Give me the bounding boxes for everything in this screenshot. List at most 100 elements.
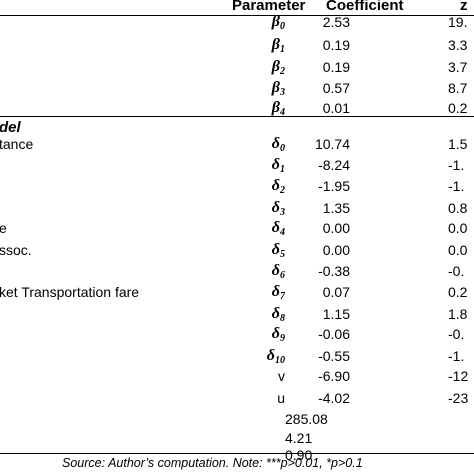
parameter-symbol: δ9: [272, 325, 285, 344]
z-value: 0.2: [448, 100, 468, 116]
row-label: e: [0, 220, 7, 236]
parameter-symbol: δ5: [272, 241, 285, 260]
z-value: 0.0: [448, 220, 468, 236]
parameter-symbol-subscript: 3: [280, 207, 285, 218]
coefficient-value: -4.02: [318, 390, 350, 406]
parameter-symbol-subscript: 4: [280, 227, 285, 238]
parameter-symbol: β1: [272, 36, 285, 55]
row-label: ket Transportation fare: [0, 284, 140, 300]
coefficient-value: -0.55: [318, 348, 350, 364]
parameter-symbol-subscript: 5: [280, 249, 285, 260]
coefficient-value: -8.24: [318, 157, 350, 173]
coefficient-value: 1.35: [322, 200, 350, 216]
z-value: -0.: [448, 263, 465, 279]
coefficient-value: 0.00: [322, 220, 350, 236]
coefficient-value: 10.74: [314, 136, 350, 152]
z-value: 1.8: [448, 306, 468, 322]
parameter-symbol-base: δ: [271, 199, 280, 216]
parameter-symbol: δ7: [272, 283, 285, 302]
z-value: -1.: [448, 348, 465, 364]
parameter-symbol-base: δ: [271, 283, 280, 300]
header-coefficient: Coefficient: [326, 0, 404, 14]
parameter-symbol: δ1: [272, 156, 285, 175]
parameter-symbol: u: [277, 390, 285, 406]
z-value: -1.: [448, 157, 465, 173]
z-value: -12: [448, 368, 469, 384]
parameter-symbol: β0: [272, 13, 285, 32]
z-value: -1.: [448, 178, 465, 194]
parameter-symbol-base: u: [277, 390, 285, 406]
coefficient-value: 0.07: [322, 284, 350, 300]
parameter-symbol-base: δ: [271, 177, 280, 194]
coefficient-value: 0.01: [322, 100, 350, 116]
coefficient-value: 0.19: [322, 37, 350, 53]
z-value: 0.0: [448, 242, 468, 258]
z-value: 0.8: [448, 200, 468, 216]
parameter-symbol: β3: [272, 79, 285, 98]
parameter-symbol-subscript: 6: [280, 270, 285, 281]
z-value: 8.7: [448, 80, 468, 96]
parameter-symbol-base: β: [271, 13, 280, 30]
parameter-symbol-subscript: 10: [275, 355, 285, 366]
parameter-symbol: δ0: [272, 135, 285, 154]
coefficient-value: 0.00: [322, 242, 350, 258]
z-value: -0.: [448, 326, 465, 342]
z-value: 3.3: [448, 37, 468, 53]
parameter-symbol: v: [278, 368, 285, 384]
parameter-symbol-subscript: 2: [280, 66, 285, 77]
coefficient-value: -6.90: [318, 368, 350, 384]
parameter-symbol-base: δ: [266, 347, 275, 364]
coefficient-value: -1.95: [318, 178, 350, 194]
model-stat-value: 4.21: [285, 430, 313, 446]
parameter-symbol-subscript: 3: [280, 87, 285, 98]
parameter-symbol: δ10: [267, 347, 285, 366]
parameter-symbol: δ3: [272, 199, 285, 218]
parameter-symbol-subscript: 9: [280, 333, 285, 344]
z-value: -23: [448, 390, 469, 406]
coefficient-value: -0.38: [318, 263, 350, 279]
parameter-symbol-subscript: 4: [280, 107, 285, 118]
parameter-symbol-base: δ: [271, 325, 280, 342]
parameter-symbol-base: β: [271, 58, 280, 75]
parameter-symbol-subscript: 0: [280, 143, 285, 154]
row-label: ssoc.: [0, 242, 32, 258]
model-stat-value: 285.08: [285, 411, 328, 427]
parameter-symbol-base: δ: [271, 241, 280, 258]
z-value: 1.5: [448, 136, 468, 152]
parameter-symbol-subscript: 8: [280, 313, 285, 324]
parameter-symbol-base: v: [278, 368, 285, 384]
row-label: tance: [0, 136, 34, 152]
parameter-symbol-base: β: [271, 99, 280, 116]
section-label: del: [0, 119, 21, 136]
parameter-symbol-base: δ: [271, 262, 280, 279]
coefficient-value: -0.06: [318, 326, 350, 342]
header-rule: [0, 15, 474, 16]
parameter-symbol: β2: [272, 58, 285, 77]
parameter-symbol-base: β: [271, 36, 280, 53]
parameter-symbol-subscript: 1: [280, 44, 285, 55]
model-stat-value: 0.90: [285, 447, 313, 463]
parameter-symbol: δ6: [272, 262, 285, 281]
coefficient-value: 1.15: [322, 306, 350, 322]
coefficient-value: 2.53: [322, 14, 350, 30]
parameter-symbol-base: δ: [271, 135, 280, 152]
bottom-rule: [0, 453, 474, 454]
parameter-symbol: δ2: [272, 177, 285, 196]
parameter-symbol-base: δ: [271, 305, 280, 322]
parameter-symbol: δ4: [272, 219, 285, 238]
coefficient-value: 0.19: [322, 59, 350, 75]
parameter-symbol: δ8: [272, 305, 285, 324]
z-value: 0.2: [448, 284, 468, 300]
header-parameter: Parameter: [232, 0, 306, 14]
parameter-symbol-base: δ: [271, 156, 280, 173]
z-value: 19.: [448, 14, 468, 30]
parameter-symbol: β4: [272, 99, 285, 118]
parameter-symbol-subscript: 7: [280, 291, 285, 302]
parameter-symbol-subscript: 0: [280, 21, 285, 32]
header-z: z: [460, 0, 468, 14]
parameter-symbol-subscript: 2: [280, 185, 285, 196]
parameter-symbol-base: β: [271, 79, 280, 96]
table-footnote: Source: Author’s computation. Note: ***p…: [62, 456, 363, 470]
parameter-symbol-base: δ: [271, 219, 280, 236]
z-value: 3.7: [448, 59, 468, 75]
